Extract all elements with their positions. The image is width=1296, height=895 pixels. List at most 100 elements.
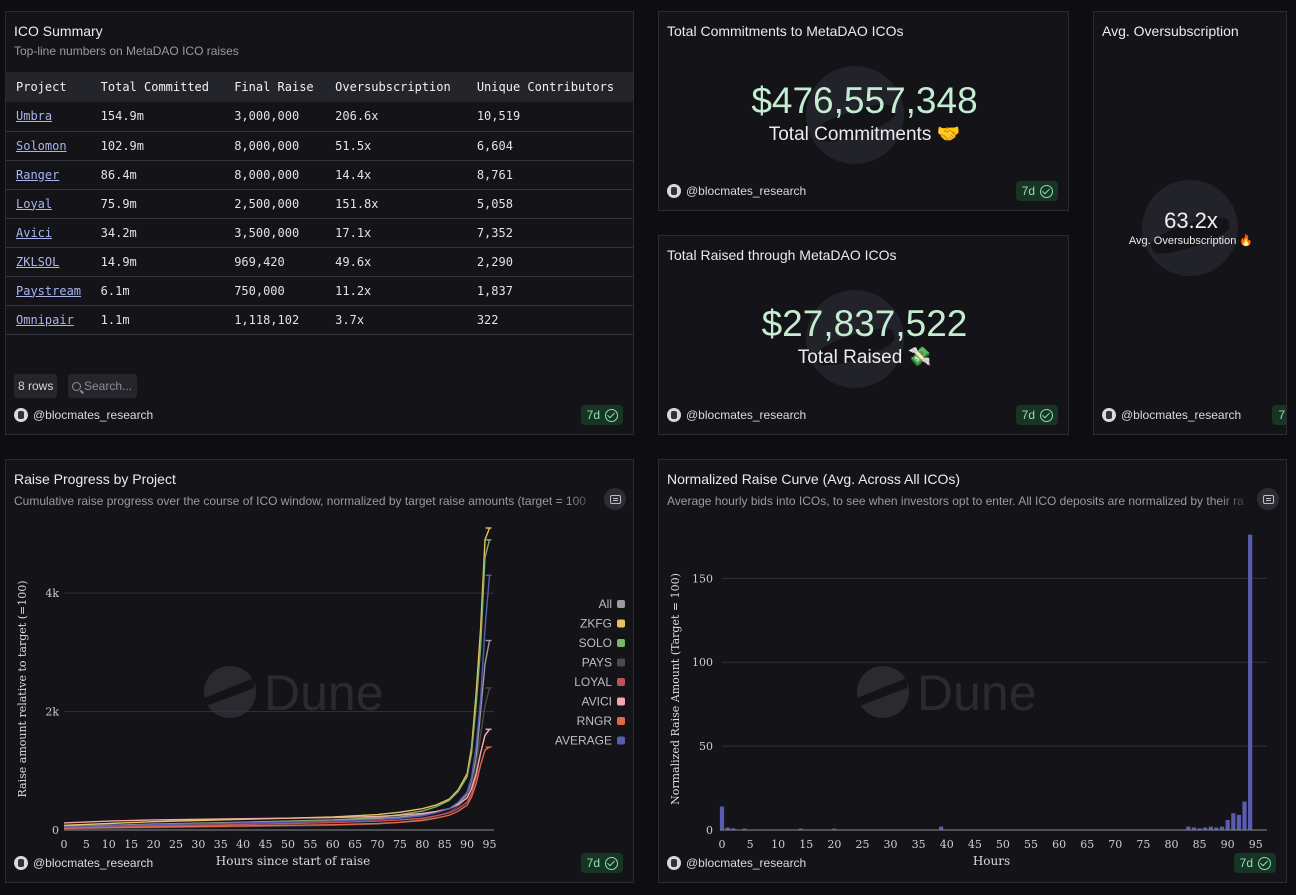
refresh-badge[interactable]: 7d — [1015, 405, 1058, 425]
legend-swatch — [617, 639, 625, 647]
legend-swatch — [617, 600, 625, 608]
dune-logo-cut — [204, 678, 254, 706]
bar — [1191, 827, 1197, 830]
author-name: @blocmates_research — [33, 856, 154, 870]
y-tick-label: 0 — [706, 824, 713, 837]
table-cell: 969,420 — [224, 247, 326, 277]
project-link[interactable]: Omnipair — [6, 305, 91, 335]
project-link[interactable]: Umbra — [6, 102, 91, 132]
panel-title: Total Raised through MetaDAO ICOs — [667, 247, 897, 263]
table-cell: 1.1m — [90, 305, 225, 335]
x-tick-label: 45 — [968, 838, 982, 851]
y-tick-label: 150 — [692, 572, 713, 585]
bar — [1225, 819, 1230, 830]
table-cell: 8,761 — [466, 160, 633, 190]
x-tick-label: 75 — [1136, 838, 1150, 851]
counter-logo — [806, 290, 904, 388]
table-cell: 8,000,000 — [224, 131, 326, 161]
x-tick-label: 85 — [1193, 838, 1207, 851]
author-link[interactable]: @blocmates_research — [667, 854, 806, 872]
author-link[interactable]: @blocmates_research — [667, 406, 806, 424]
table-cell: 14.9m — [90, 247, 225, 277]
x-tick-label: 70 — [1108, 838, 1122, 851]
table-cell: 8,000,000 — [224, 160, 326, 190]
check-circle-icon — [605, 856, 618, 870]
bar — [1208, 826, 1213, 830]
project-link[interactable]: Avici — [6, 218, 91, 248]
search-input[interactable]: Search... — [68, 374, 137, 398]
x-tick-label: 60 — [326, 838, 340, 851]
bar — [1236, 814, 1242, 830]
x-tick-label: 10 — [102, 838, 116, 851]
x-tick-label: 55 — [1024, 838, 1038, 851]
author-link[interactable]: @blocmates_research — [14, 406, 153, 424]
refresh-badge[interactable]: 7d — [580, 405, 623, 425]
counter-value: $476,557,348 — [751, 80, 978, 121]
x-tick-label: 15 — [124, 838, 138, 851]
author-link[interactable]: @blocmates_research — [1102, 406, 1241, 424]
x-tick-label: 40 — [940, 838, 954, 851]
bar — [719, 806, 725, 830]
table-row: Avici 34.2m 3,500,000 17.1x 7,352 — [6, 218, 633, 248]
bar — [1248, 534, 1253, 830]
table-cell: 6.1m — [90, 276, 225, 306]
refresh-badge[interactable]: 7d — [580, 853, 623, 873]
bar — [1186, 826, 1191, 830]
dune-watermark: Dune — [857, 665, 1037, 721]
refresh-badge[interactable]: 7d — [1015, 181, 1058, 201]
column-header[interactable]: Oversubscription — [325, 72, 467, 102]
project-link[interactable]: Loyal — [6, 189, 91, 219]
author-name: @blocmates_research — [686, 856, 807, 870]
series-line-loyal — [63, 728, 491, 829]
table-cell: 51.5x — [325, 131, 467, 161]
dune-watermark: Dune — [204, 665, 384, 721]
x-tick-label: 95 — [483, 838, 497, 851]
column-header[interactable]: Final Raise — [224, 72, 326, 102]
panel-title: Normalized Raise Curve (Avg. Across All … — [667, 471, 961, 487]
panel-subtitle: Top-line numbers on MetaDAO ICO raises — [14, 44, 239, 58]
x-tick-label: 15 — [799, 838, 813, 851]
dune-wordmark: Dune — [264, 665, 384, 721]
x-tick-label: 60 — [1052, 838, 1066, 851]
author-name: @blocmates_research — [686, 408, 807, 422]
legend-label: ZKFG — [580, 617, 612, 631]
raise-curve-panel: Normalized Raise Curve (Avg. Across All … — [658, 459, 1287, 883]
x-tick-label: 50 — [996, 838, 1010, 851]
badge-label: 7d — [1021, 184, 1035, 198]
column-header[interactable]: Total Committed — [90, 72, 225, 102]
panel-title: Avg. Oversubscription — [1102, 23, 1239, 39]
check-circle-icon — [1258, 856, 1271, 870]
x-tick-label: 0 — [719, 838, 726, 851]
x-tick-label: 35 — [214, 838, 228, 851]
project-link[interactable]: Solomon — [6, 131, 91, 161]
check-circle-icon — [1040, 408, 1053, 422]
project-link[interactable]: ZKLSOL — [6, 247, 91, 277]
legend-label: PAYS — [582, 656, 612, 670]
y-tick-label: 100 — [692, 656, 713, 669]
refresh-badge[interactable]: 7d — [1233, 853, 1276, 873]
comment-icon — [1262, 494, 1274, 504]
y-tick-label: 0 — [52, 824, 59, 837]
legend-swatch — [617, 658, 625, 667]
column-header[interactable]: Project — [6, 72, 91, 102]
x-tick-label: 40 — [236, 838, 250, 851]
author-link[interactable]: @blocmates_research — [667, 182, 806, 200]
counter-logo — [1142, 180, 1238, 276]
comment-button[interactable] — [1257, 488, 1279, 510]
table-cell: 34.2m — [90, 218, 225, 248]
column-header[interactable]: Unique Contributors — [466, 72, 633, 102]
bar — [1214, 827, 1219, 830]
x-tick-label: 70 — [371, 838, 385, 851]
panel-title: Raise Progress by Project — [14, 471, 176, 487]
x-axis-title: Hours — [973, 854, 1010, 868]
refresh-badge[interactable]: 7 — [1272, 405, 1286, 425]
table-cell: 2,290 — [466, 247, 633, 277]
project-link[interactable]: Paystream — [6, 276, 91, 306]
x-tick-label: 5 — [83, 838, 90, 851]
table-cell: 151.8x — [325, 189, 467, 219]
panel-subtitle: Average hourly bids into ICOs, to see wh… — [667, 494, 1244, 508]
comment-button[interactable] — [604, 488, 626, 510]
author-link[interactable]: @blocmates_research — [14, 854, 153, 872]
table-cell: 154.9m — [90, 102, 225, 132]
project-link[interactable]: Ranger — [6, 160, 91, 190]
